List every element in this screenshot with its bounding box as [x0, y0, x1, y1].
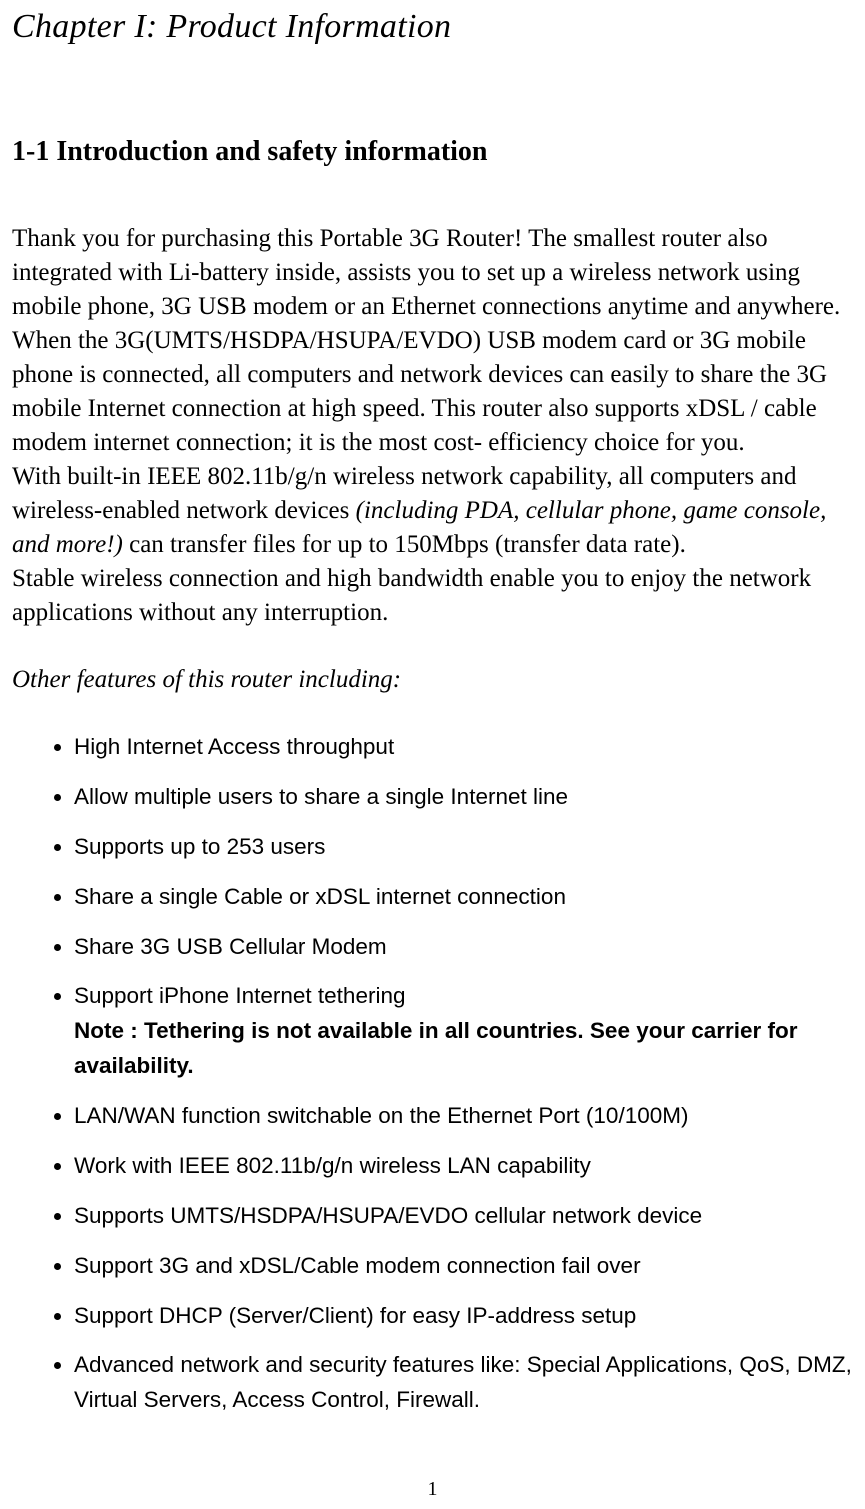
list-item: Advanced network and security features l… [74, 1348, 853, 1418]
feature-6-note: Note : Tethering is not available in all… [74, 1014, 853, 1084]
feature-6-main: Support iPhone Internet tethering [74, 983, 405, 1008]
list-item: Support 3G and xDSL/Cable modem connecti… [74, 1249, 853, 1284]
list-item: Allow multiple users to share a single I… [74, 780, 853, 815]
section-heading: 1-1 Introduction and safety information [12, 136, 853, 168]
intro-paragraphs: Thank you for purchasing this Portable 3… [12, 222, 853, 630]
list-item: Support DHCP (Server/Client) for easy IP… [74, 1299, 853, 1334]
list-item: Share a single Cable or xDSL internet co… [74, 880, 853, 915]
list-item: Supports up to 253 users [74, 830, 853, 865]
paragraph-1: Thank you for purchasing this Portable 3… [12, 222, 853, 460]
page-number: 1 [0, 1478, 865, 1501]
paragraph-2: With built-in IEEE 802.11b/g/n wireless … [12, 460, 853, 562]
list-item: Support iPhone Internet tethering Note :… [74, 979, 853, 1084]
features-intro: Other features of this router including: [12, 666, 853, 694]
features-list: High Internet Access throughput Allow mu… [12, 730, 853, 1418]
list-item: LAN/WAN function switchable on the Ether… [74, 1099, 853, 1134]
list-item: Work with IEEE 802.11b/g/n wireless LAN … [74, 1149, 853, 1184]
paragraph-2-post: can transfer files for up to 150Mbps (tr… [123, 531, 686, 558]
list-item: High Internet Access throughput [74, 730, 853, 765]
chapter-title: Chapter I: Product Information [12, 8, 853, 46]
list-item: Supports UMTS/HSDPA/HSUPA/EVDO cellular … [74, 1199, 853, 1234]
paragraph-3: Stable wireless connection and high band… [12, 562, 853, 630]
list-item: Share 3G USB Cellular Modem [74, 930, 853, 965]
